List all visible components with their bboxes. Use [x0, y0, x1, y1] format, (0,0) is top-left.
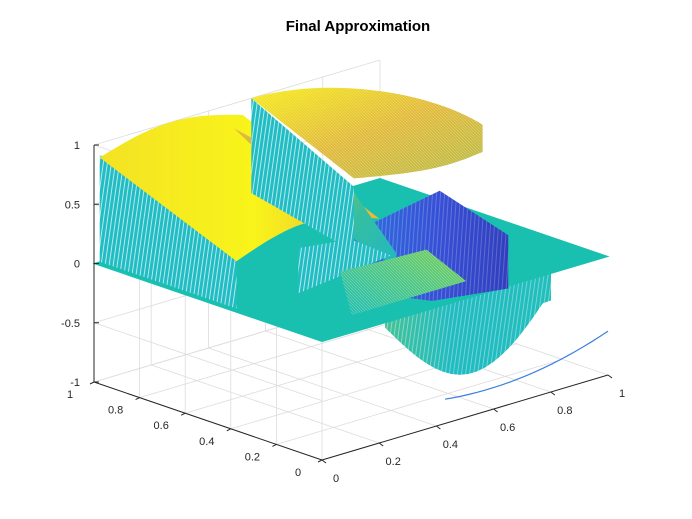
y-tick-label: 1: [67, 389, 73, 401]
y-tick-label: 0.2: [245, 451, 260, 463]
y-tick-mark: [317, 459, 323, 463]
x-tick-mark: [607, 374, 613, 379]
y-tick-label: 0.8: [108, 405, 123, 417]
grid-line-z-left: [93, 322, 323, 402]
x-tick-label: 0.8: [557, 405, 572, 417]
chart-title: Final Approximation: [286, 18, 430, 35]
y-tick-label: 0.4: [199, 436, 214, 448]
grid-line-z-right: [93, 59, 381, 146]
z-tick-label: -0.5: [61, 318, 80, 330]
lower-cap-edge: [444, 330, 609, 400]
x-tick-mark: [550, 391, 556, 396]
z-tick-label: 0.5: [65, 199, 80, 211]
front-center-wall: [298, 239, 391, 294]
grid-line-x-floor: [151, 364, 380, 444]
y-tick-label: 0.6: [154, 420, 169, 432]
x-axis-line: [321, 374, 609, 461]
x-tick-mark: [321, 459, 327, 464]
y-tick-mark: [180, 412, 186, 416]
y-tick-label: 0: [295, 467, 301, 479]
x-tick-mark: [436, 425, 441, 430]
inset-mesh: [340, 249, 467, 316]
surface-plot: [92, 87, 610, 400]
grid-line-y-floor: [276, 359, 563, 445]
y-tick-mark: [272, 443, 277, 447]
z-tick-label: -1: [70, 377, 80, 389]
left-wall: [99, 155, 237, 309]
grid-line-y-floor: [139, 312, 426, 398]
upper-left-surface: [99, 114, 380, 262]
axes: [89, 144, 613, 464]
x-tick-label: 0.6: [500, 422, 515, 434]
x-tick-label: 0.2: [386, 456, 401, 468]
y-tick-mark: [89, 381, 95, 385]
x-tick-mark: [378, 442, 384, 447]
upper-right-left-wall: [251, 98, 354, 252]
x-tick-mark: [493, 408, 498, 413]
x-tick-label: 0: [333, 473, 339, 485]
y-tick-mark: [135, 397, 140, 401]
y-tick-mark: [226, 428, 232, 432]
upper-right-mesh: [251, 87, 483, 179]
grid-line-x-floor: [265, 330, 494, 410]
z-tick-label: 0: [74, 259, 80, 271]
x-tick-label: 1: [619, 388, 625, 400]
x-tick-label: 0.4: [443, 439, 458, 451]
y-axis-line: [93, 381, 323, 461]
z-tick-label: 1: [74, 140, 80, 152]
